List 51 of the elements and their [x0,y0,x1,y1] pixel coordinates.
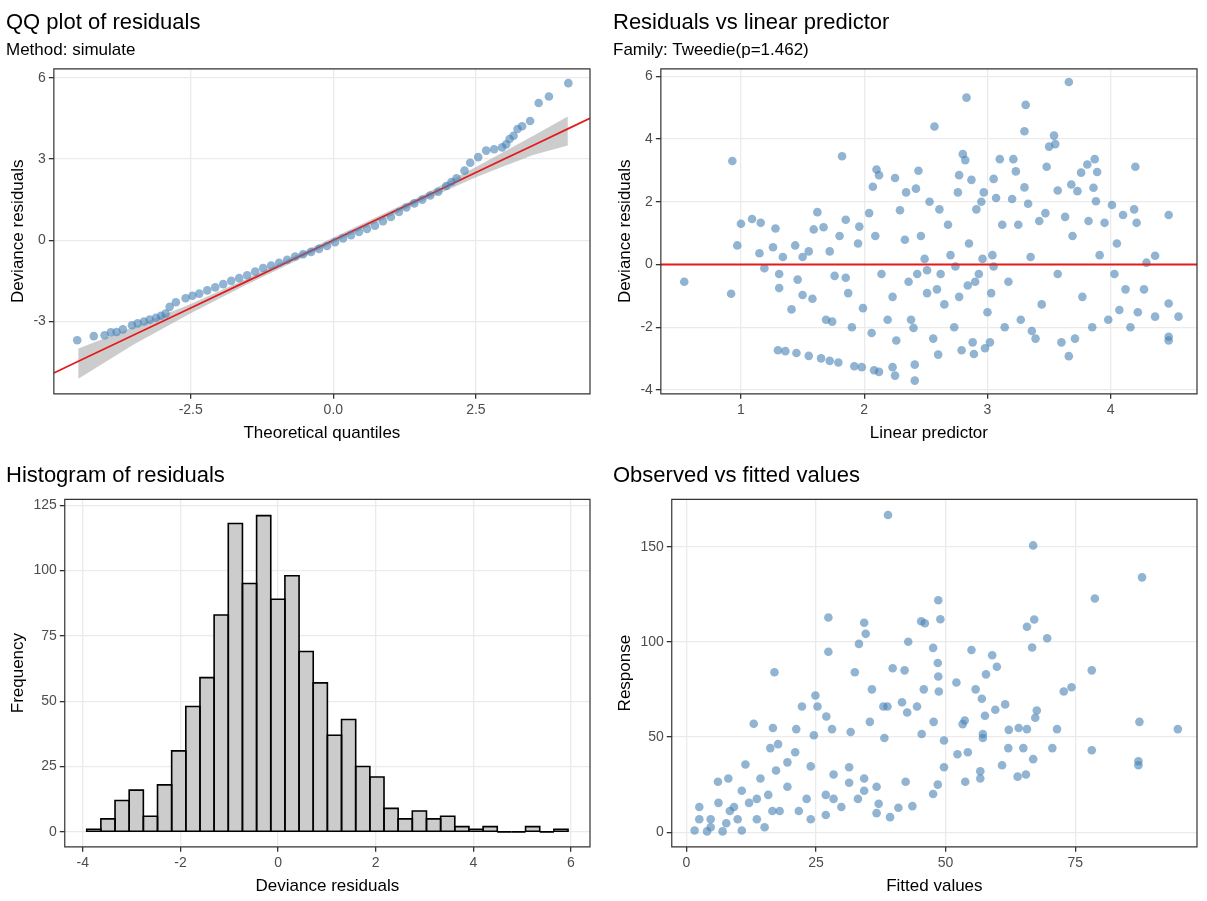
y-tick-label: 6 [645,67,654,84]
y-tick-label: 0 [38,231,47,248]
x-tick-label: 2 [371,854,380,871]
x-tick-label: 4 [469,854,478,871]
y-tick-label: 0 [655,823,664,840]
x-axis-title: Linear predictor [869,423,989,443]
y-tick-label: 75 [41,626,57,643]
x-tick-label: 2.5 [466,401,486,418]
x-axis-title: Theoretical quantiles [243,423,401,443]
x-tick-label: 2 [860,401,869,418]
y-tick-label: 0 [645,255,654,272]
y-tick-label: -3 [33,312,47,329]
y-tick-label: -2 [640,318,654,335]
x-axis-title: Deviance residuals [255,876,400,896]
x-tick-label: 3 [983,401,992,418]
y-tick-label: 4 [645,129,654,146]
x-tick-label: 75 [1067,854,1084,871]
y-tick-label: 25 [41,757,57,774]
chart-subtitle: Family: Tweedie(p=1.462) [613,40,809,60]
x-tick-label: -4 [76,854,90,871]
chart-title: Histogram of residuals [6,462,225,488]
x-tick-label: 0 [682,854,691,871]
y-tick-label: 100 [33,561,57,578]
y-axis-title: Deviance residuals [7,159,27,304]
y-tick-label: -4 [640,380,654,397]
y-axis-title: Response [614,634,634,712]
chart-title: QQ plot of residuals [6,9,201,35]
x-axis-title: Fitted values [886,876,983,896]
x-tick-label: 0.0 [323,401,344,418]
x-tick-label: 25 [808,854,824,871]
y-tick-label: 150 [640,537,664,554]
y-tick-label: 2 [645,192,654,209]
y-tick-label: 3 [38,149,47,166]
y-tick-label: 0 [48,822,57,839]
chart-title: Observed vs fitted values [613,462,861,488]
y-tick-label: 50 [41,692,57,709]
y-tick-label: 6 [38,68,47,85]
x-tick-label: 0 [274,854,283,871]
x-tick-label: 1 [737,401,746,418]
y-axis-title: Deviance residuals [614,159,634,304]
chart-subtitle: Method: simulate [6,40,136,60]
y-axis-title: Frequency [7,632,27,714]
x-tick-label: 50 [937,854,954,871]
x-tick-label: -2.5 [178,401,204,418]
y-tick-label: 100 [640,632,664,649]
y-tick-label: 125 [33,496,57,513]
x-tick-label: -2 [174,854,187,871]
x-tick-label: 6 [567,854,576,871]
chart-title: Residuals vs linear predictor [613,9,890,35]
x-tick-label: 4 [1106,401,1115,418]
y-tick-label: 50 [648,727,664,744]
